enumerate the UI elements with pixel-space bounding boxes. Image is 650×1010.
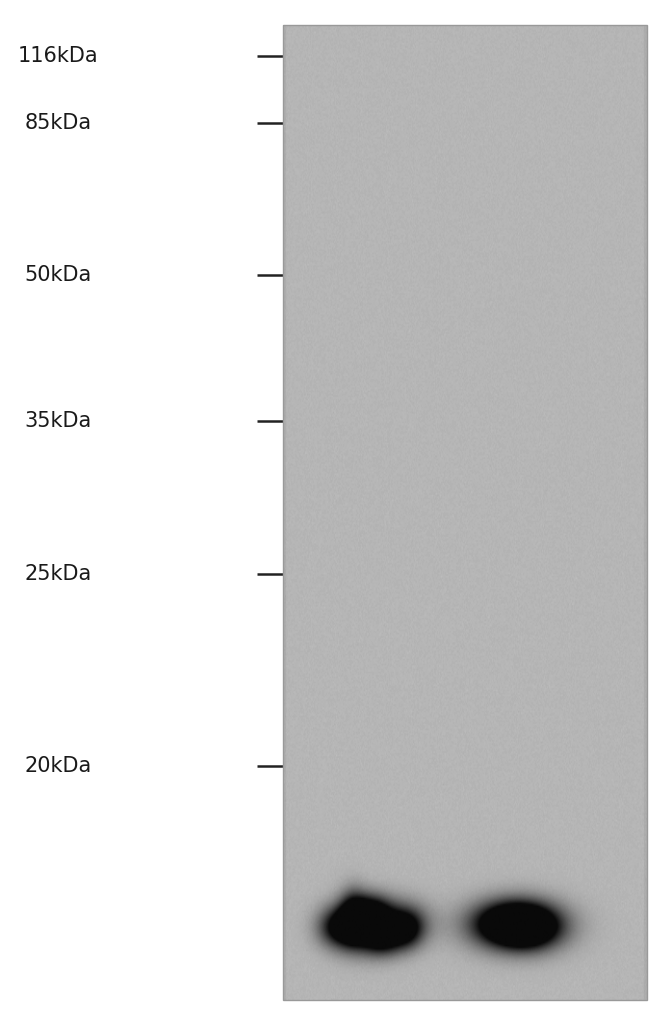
Text: 20kDa: 20kDa (25, 755, 92, 776)
Text: 50kDa: 50kDa (25, 265, 92, 285)
Bar (283, 25, 647, 1000)
Text: 85kDa: 85kDa (25, 113, 92, 133)
Text: 116kDa: 116kDa (18, 45, 99, 66)
Text: 35kDa: 35kDa (25, 411, 92, 431)
Text: 25kDa: 25kDa (25, 564, 92, 584)
